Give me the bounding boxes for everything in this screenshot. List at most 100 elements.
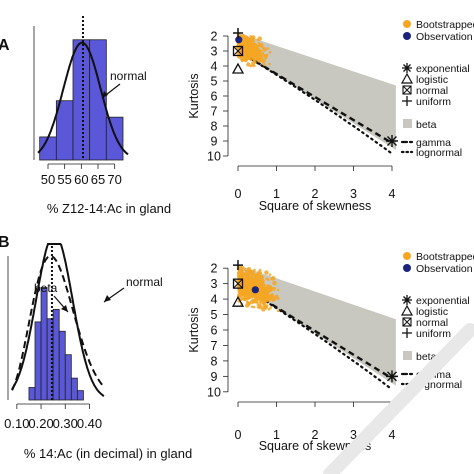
legend bbox=[400, 252, 414, 386]
cf-y-tick-label: 6 bbox=[211, 90, 218, 104]
legend-point-label: Bootstrapped values bbox=[416, 19, 474, 31]
legend-theoretical-label: exponential bbox=[416, 63, 470, 75]
legend-exponential-icon bbox=[402, 295, 412, 305]
bootstrap-point bbox=[262, 61, 265, 64]
histogram-bar bbox=[105, 116, 124, 161]
histogram-bar bbox=[89, 39, 107, 161]
bootstrap-point bbox=[254, 275, 258, 279]
lognormal-line bbox=[236, 49, 394, 155]
cf-y-tick-label: 7 bbox=[211, 105, 218, 119]
legend-logistic-icon bbox=[400, 304, 414, 316]
histogram-x-tick-label: 70 bbox=[107, 172, 121, 187]
bootstrap-point bbox=[258, 283, 262, 287]
bootstrap-point bbox=[262, 289, 266, 292]
bootstrap-point bbox=[241, 34, 245, 37]
cullen-frey-plot-b bbox=[223, 252, 414, 407]
cf-y-tick-label: 8 bbox=[211, 354, 218, 368]
bootstrap-point bbox=[245, 300, 249, 304]
cf-y-tick-label: 6 bbox=[211, 324, 218, 338]
bootstrap-point bbox=[239, 289, 243, 293]
bootstrap-point bbox=[255, 47, 261, 52]
bootstrap-point bbox=[249, 277, 253, 280]
bootstrap-point bbox=[245, 273, 250, 278]
bootstrap-point bbox=[247, 302, 251, 306]
histogram-bar bbox=[28, 387, 36, 401]
bootstrap-point bbox=[249, 46, 255, 51]
bootstrap-point bbox=[257, 41, 261, 45]
bootstrap-point bbox=[256, 51, 260, 55]
bootstrap-point bbox=[249, 58, 253, 62]
cf-y-tick-label: 4 bbox=[211, 293, 218, 307]
bootstrap-point bbox=[256, 305, 260, 309]
bootstrap-point bbox=[259, 276, 263, 280]
bootstrap-point bbox=[246, 289, 249, 293]
histogram-x-tick-label: 0.30 bbox=[53, 416, 78, 431]
cf-y-tick-label: 5 bbox=[211, 308, 218, 322]
bootstrap-point bbox=[247, 286, 251, 290]
bootstrap-point bbox=[249, 35, 252, 38]
bootstrap-point bbox=[244, 40, 248, 44]
bootstrap-point bbox=[244, 278, 248, 282]
cf-y-tick-label: 7 bbox=[211, 339, 218, 353]
bootstrap-point bbox=[256, 38, 260, 41]
bootstrap-point bbox=[250, 285, 254, 288]
bootstrap-point bbox=[252, 40, 256, 43]
curve-label-normal: normal bbox=[110, 69, 147, 83]
bootstrap-point bbox=[243, 38, 247, 42]
bootstrap-point bbox=[277, 297, 280, 300]
curve-arrowhead bbox=[61, 305, 68, 312]
normal-marker bbox=[232, 278, 244, 289]
beta-region bbox=[238, 33, 396, 150]
histogram-a: 50 55 60 65 70 bbox=[33, 16, 129, 187]
cf-y-tick-label: 2 bbox=[211, 262, 218, 276]
bootstrap-point bbox=[242, 287, 246, 290]
bootstrap-point bbox=[268, 50, 272, 54]
bootstrap-point bbox=[246, 295, 252, 300]
bootstrap-point bbox=[258, 281, 262, 284]
bootstrap-point bbox=[276, 309, 280, 313]
legend-point-label: Observation bbox=[416, 31, 473, 43]
bootstrap-point bbox=[242, 280, 246, 284]
bootstrap-point bbox=[250, 305, 254, 309]
histogram-x-tick-label: 55 bbox=[57, 172, 71, 187]
curve-label-beta: beta bbox=[34, 281, 58, 295]
legend-point-marker bbox=[403, 32, 411, 40]
legend-theoretical-label: normal bbox=[416, 85, 448, 97]
bootstrap-point bbox=[247, 46, 251, 50]
histogram-b: 0.100.200.300.40 bbox=[4, 243, 125, 431]
cf-x-tick-label: 4 bbox=[389, 428, 396, 442]
cf-x-tick-label: 0 bbox=[235, 187, 242, 201]
normal-marker bbox=[232, 45, 244, 57]
bootstrap-point bbox=[254, 45, 258, 48]
bootstrap-point bbox=[260, 286, 263, 290]
legend-theoretical-label: exponential bbox=[416, 295, 470, 307]
cf-y-tick-label: 10 bbox=[207, 150, 221, 164]
legend-normal-icon-x bbox=[402, 85, 412, 95]
legend-line-label: gamma bbox=[416, 137, 451, 149]
bootstrap-point bbox=[268, 273, 272, 276]
watermark-stroke bbox=[323, 323, 474, 474]
bootstrap-point bbox=[238, 293, 242, 297]
bootstrap-point bbox=[267, 294, 272, 299]
legend-theoretical-label: logistic bbox=[416, 74, 448, 86]
curve-arrowhead bbox=[104, 295, 111, 302]
cf-x-tick-label: 1 bbox=[273, 187, 280, 201]
bootstrap-point bbox=[252, 299, 256, 302]
bootstrap-point bbox=[253, 278, 257, 281]
cf-y-tick-label: 4 bbox=[211, 60, 218, 74]
cf-x-tick-label: 3 bbox=[350, 428, 357, 442]
histogram-bar bbox=[55, 100, 74, 161]
bootstrap-point bbox=[272, 280, 277, 286]
bootstrap-point bbox=[247, 54, 251, 58]
cf-x-tick-label: 3 bbox=[350, 187, 357, 201]
bootstrap-point bbox=[271, 299, 275, 302]
bootstrap-point bbox=[253, 64, 256, 68]
legend-area-label: beta bbox=[416, 119, 437, 131]
bootstrap-point bbox=[265, 53, 269, 57]
histogram-bar bbox=[52, 308, 60, 401]
bootstrap-point bbox=[263, 283, 266, 287]
cf-y-tick-label: 9 bbox=[211, 370, 218, 384]
histogram-x-tick-label: 0.10 bbox=[4, 416, 29, 431]
bootstrap-point bbox=[263, 286, 267, 290]
histogram-x-tick-label: 0.40 bbox=[77, 416, 102, 431]
